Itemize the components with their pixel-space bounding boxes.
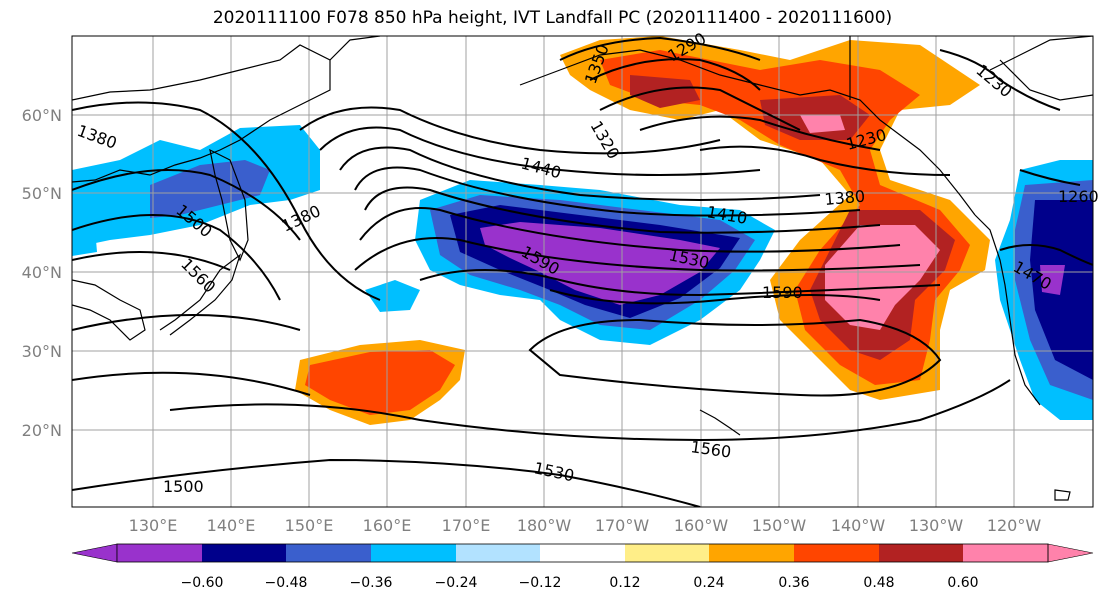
colorbar-swatch xyxy=(963,544,1048,562)
colorbar-outline xyxy=(116,543,1049,563)
map-area xyxy=(72,36,1093,507)
lat-tick: 60°N xyxy=(22,106,62,125)
colorbar-tick-label: −0.60 xyxy=(181,575,224,591)
contour-label: 1590 xyxy=(762,283,803,302)
lon-tick: 150°W xyxy=(752,516,807,535)
colorbar-extend-right xyxy=(1047,543,1094,563)
contour-label: 1260 xyxy=(1058,187,1099,206)
lon-tick: 180°W xyxy=(517,516,572,535)
lon-tick: 130°E xyxy=(129,516,178,535)
ivt-shading xyxy=(72,36,1093,425)
longitude-labels: 130°E 140°E 150°E 160°E 170°E 180°W 170°… xyxy=(129,516,1042,535)
colorbar-swatch xyxy=(794,544,879,562)
colorbar-swatch xyxy=(456,544,540,562)
coastlines xyxy=(72,36,1093,501)
lat-tick: 20°N xyxy=(22,421,62,440)
gridlines xyxy=(72,36,1093,507)
colorbar: −0.60 −0.48 −0.36 −0.24 −0.12 0.12 0.24 … xyxy=(71,543,1094,591)
lat-tick: 40°N xyxy=(22,263,62,282)
shade-neg-asia-inner xyxy=(150,160,270,218)
colorbar-tick-label: −0.24 xyxy=(435,575,478,591)
lon-tick: 170°E xyxy=(442,516,491,535)
lon-tick: 130°W xyxy=(909,516,964,535)
colorbar-swatch xyxy=(286,544,371,562)
colorbar-labels: −0.60 −0.48 −0.36 −0.24 −0.12 0.12 0.24 … xyxy=(181,575,979,591)
colorbar-tick-label: 0.24 xyxy=(693,575,724,591)
colorbar-swatch xyxy=(879,544,963,562)
colorbar-tick-label: −0.12 xyxy=(519,575,562,591)
colorbar-swatch xyxy=(371,544,456,562)
shade-neg-coast xyxy=(72,228,97,256)
colorbar-tick-label: 0.60 xyxy=(947,575,978,591)
map-frame xyxy=(71,35,1094,508)
lat-tick: 50°N xyxy=(22,184,62,203)
colorbar-swatch xyxy=(709,544,794,562)
shade-pos-bering-4 xyxy=(630,75,700,108)
colorbar-tick-label: 0.36 xyxy=(778,575,809,591)
colorbar-swatch xyxy=(540,544,625,562)
colorbar-swatch xyxy=(117,544,202,562)
lat-tick: 30°N xyxy=(22,342,62,361)
lon-tick: 170°W xyxy=(595,516,650,535)
shade-pos-subtropical-3 xyxy=(305,350,455,415)
map-title: 2020111100 F078 850 hPa height, IVT Land… xyxy=(212,8,893,28)
colorbar-tick-label: −0.48 xyxy=(265,575,308,591)
colorbar-swatch xyxy=(202,544,286,562)
shade-neg-westcoast-4 xyxy=(1030,200,1093,380)
lon-tick: 140°E xyxy=(207,516,256,535)
lon-tick: 140°W xyxy=(831,516,886,535)
shade-pos-gulf-core xyxy=(800,115,845,133)
colorbar-tick-label: 0.12 xyxy=(609,575,640,591)
height-contours xyxy=(72,36,1093,507)
shade-pos-ne-pacific-core xyxy=(825,225,940,330)
colorbar-swatches xyxy=(71,543,1094,563)
contour-label: 1380 xyxy=(824,187,866,209)
colorbar-swatch xyxy=(625,544,709,562)
shade-neg-small xyxy=(365,280,420,312)
lon-tick: 150°E xyxy=(285,516,334,535)
colorbar-tick-label: 0.48 xyxy=(863,575,894,591)
lon-tick: 160°E xyxy=(363,516,412,535)
lon-tick: 160°W xyxy=(674,516,729,535)
lon-tick: 120°W xyxy=(987,516,1042,535)
colorbar-extend-left xyxy=(71,543,118,563)
contour-label: 1500 xyxy=(163,477,204,496)
colorbar-tick-label: −0.36 xyxy=(350,575,393,591)
latitude-labels: 60°N 50°N 40°N 30°N 20°N xyxy=(22,106,62,440)
